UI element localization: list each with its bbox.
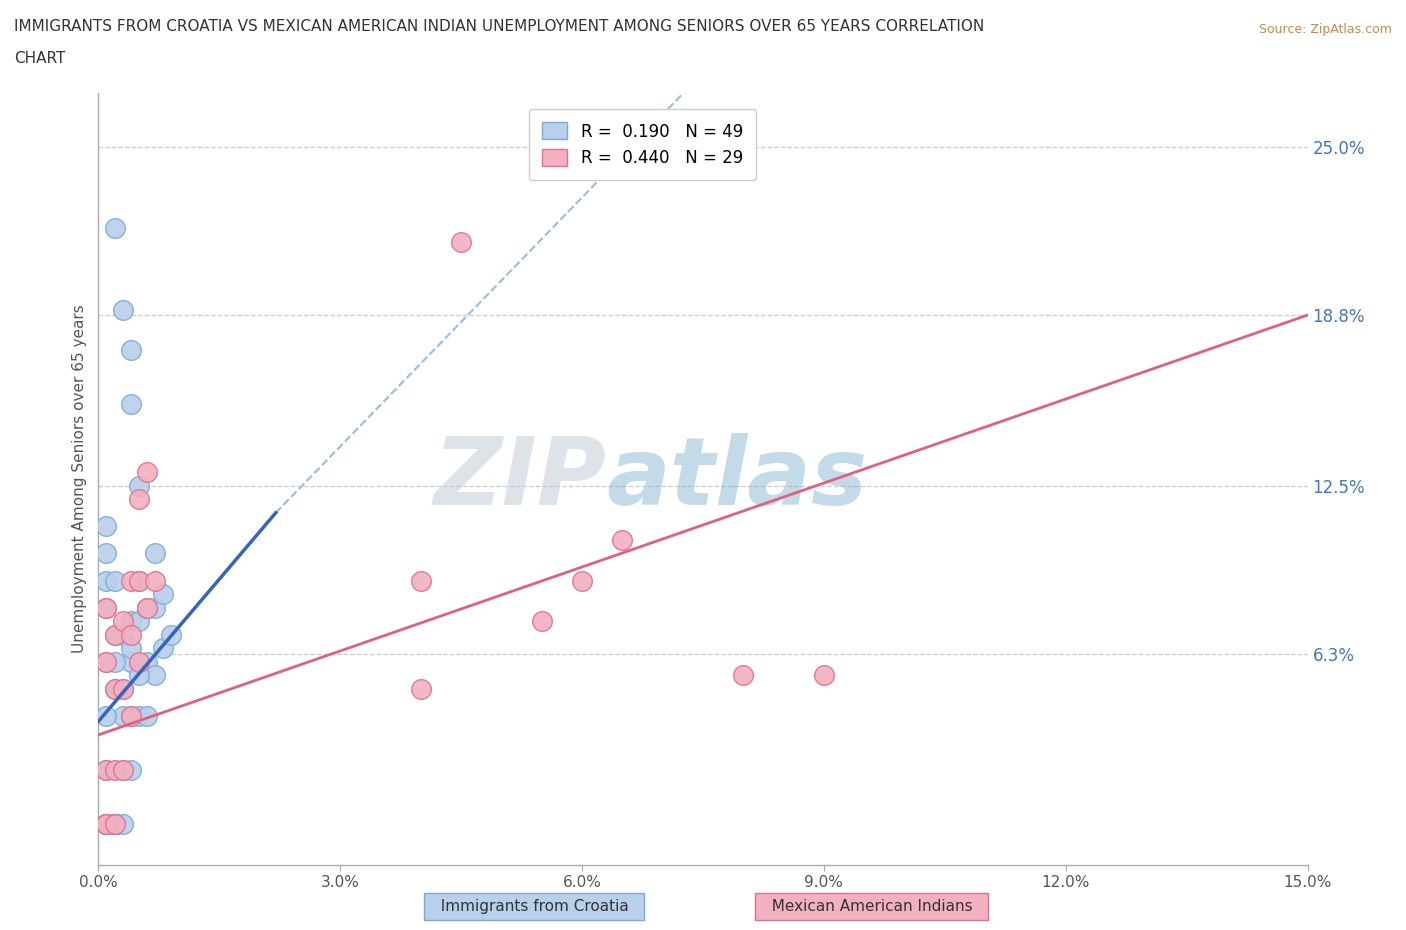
Point bbox=[96, 655, 118, 670]
Point bbox=[120, 655, 142, 670]
Point bbox=[96, 817, 118, 831]
Point bbox=[135, 600, 157, 615]
Point bbox=[111, 682, 134, 697]
Point bbox=[96, 600, 118, 615]
Point bbox=[103, 573, 125, 588]
Point bbox=[96, 655, 118, 670]
Point bbox=[135, 655, 157, 670]
Text: ZIP: ZIP bbox=[433, 433, 606, 525]
Point bbox=[96, 817, 118, 831]
Point bbox=[120, 641, 142, 656]
Point bbox=[96, 817, 118, 831]
Point bbox=[120, 614, 142, 629]
Point bbox=[135, 709, 157, 724]
Text: atlas: atlas bbox=[606, 433, 868, 525]
Point bbox=[135, 600, 157, 615]
Point bbox=[111, 302, 134, 317]
Point bbox=[120, 709, 142, 724]
Point bbox=[160, 627, 183, 642]
Point bbox=[96, 763, 118, 777]
Point bbox=[103, 817, 125, 831]
Point bbox=[128, 655, 150, 670]
Point bbox=[120, 763, 142, 777]
Point bbox=[152, 587, 174, 602]
Point bbox=[96, 519, 118, 534]
Legend: R =  0.190   N = 49, R =  0.440   N = 29: R = 0.190 N = 49, R = 0.440 N = 29 bbox=[529, 109, 756, 180]
Point bbox=[120, 397, 142, 412]
Point bbox=[530, 614, 553, 629]
Point bbox=[96, 546, 118, 561]
Point bbox=[135, 465, 157, 480]
Point bbox=[103, 817, 125, 831]
Point bbox=[128, 709, 150, 724]
Point bbox=[103, 817, 125, 831]
Point bbox=[111, 817, 134, 831]
Text: Immigrants from Croatia: Immigrants from Croatia bbox=[430, 899, 638, 914]
Point bbox=[111, 614, 134, 629]
Point bbox=[450, 234, 472, 249]
Point bbox=[409, 573, 432, 588]
Point bbox=[96, 817, 118, 831]
Point bbox=[813, 668, 835, 683]
Point bbox=[103, 655, 125, 670]
Point bbox=[128, 492, 150, 507]
Point bbox=[143, 668, 166, 683]
Text: Mexican American Indians: Mexican American Indians bbox=[762, 899, 981, 914]
Point bbox=[128, 668, 150, 683]
Point bbox=[120, 627, 142, 642]
Point bbox=[96, 763, 118, 777]
Point bbox=[733, 668, 755, 683]
Point bbox=[120, 709, 142, 724]
Text: CHART: CHART bbox=[14, 51, 66, 66]
Point bbox=[128, 573, 150, 588]
Point bbox=[96, 600, 118, 615]
Point bbox=[143, 546, 166, 561]
Point bbox=[111, 709, 134, 724]
Point bbox=[111, 763, 134, 777]
Point bbox=[96, 817, 118, 831]
Point bbox=[103, 627, 125, 642]
Point bbox=[143, 600, 166, 615]
Point bbox=[96, 709, 118, 724]
Point bbox=[111, 682, 134, 697]
Point bbox=[409, 682, 432, 697]
Point bbox=[103, 763, 125, 777]
Point bbox=[103, 627, 125, 642]
Text: Source: ZipAtlas.com: Source: ZipAtlas.com bbox=[1258, 23, 1392, 36]
Point bbox=[103, 817, 125, 831]
Point bbox=[96, 573, 118, 588]
Point bbox=[103, 817, 125, 831]
Point bbox=[612, 533, 634, 548]
Point bbox=[111, 763, 134, 777]
Point bbox=[571, 573, 593, 588]
Text: IMMIGRANTS FROM CROATIA VS MEXICAN AMERICAN INDIAN UNEMPLOYMENT AMONG SENIORS OV: IMMIGRANTS FROM CROATIA VS MEXICAN AMERI… bbox=[14, 19, 984, 33]
Point bbox=[111, 627, 134, 642]
Point bbox=[128, 573, 150, 588]
Point bbox=[128, 614, 150, 629]
Point bbox=[103, 682, 125, 697]
Point bbox=[96, 817, 118, 831]
Point bbox=[103, 221, 125, 236]
Y-axis label: Unemployment Among Seniors over 65 years: Unemployment Among Seniors over 65 years bbox=[72, 305, 87, 654]
Point bbox=[103, 682, 125, 697]
Point bbox=[135, 600, 157, 615]
Point bbox=[143, 573, 166, 588]
Point bbox=[128, 478, 150, 493]
Point bbox=[120, 573, 142, 588]
Point bbox=[120, 343, 142, 358]
Point bbox=[152, 641, 174, 656]
Point bbox=[103, 817, 125, 831]
